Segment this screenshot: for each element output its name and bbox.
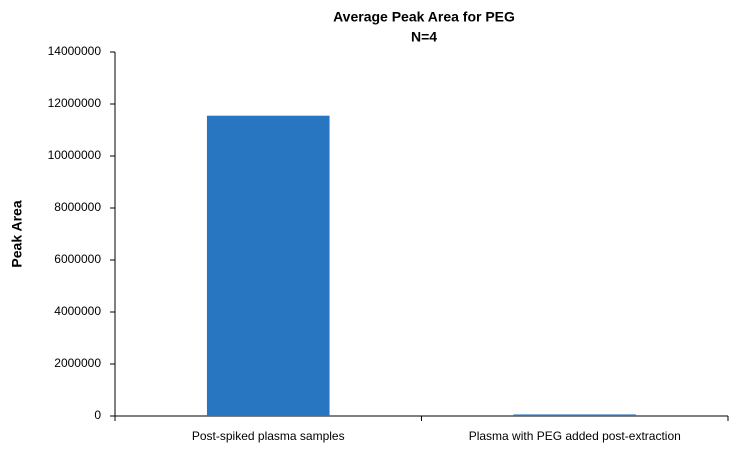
y-tick-label: 8000000: [54, 200, 101, 214]
chart-subtitle: N=4: [411, 29, 437, 45]
y-tick-label: 4000000: [54, 304, 101, 318]
y-tick-label: 2000000: [54, 356, 101, 370]
y-tick-label: 10000000: [48, 148, 102, 162]
y-axis-label: Peak Area: [9, 200, 25, 267]
y-tick-label: 12000000: [48, 96, 102, 110]
x-tick-label: Plasma with PEG added post-extraction: [469, 429, 681, 443]
chart-title: Average Peak Area for PEG: [333, 9, 515, 25]
y-tick-label: 0: [94, 408, 101, 422]
y-tick-label: 14000000: [48, 44, 102, 58]
y-tick-label: 6000000: [54, 252, 101, 266]
bar: [513, 414, 637, 416]
x-tick-label: Post-spiked plasma samples: [192, 429, 345, 443]
bar: [206, 115, 330, 416]
